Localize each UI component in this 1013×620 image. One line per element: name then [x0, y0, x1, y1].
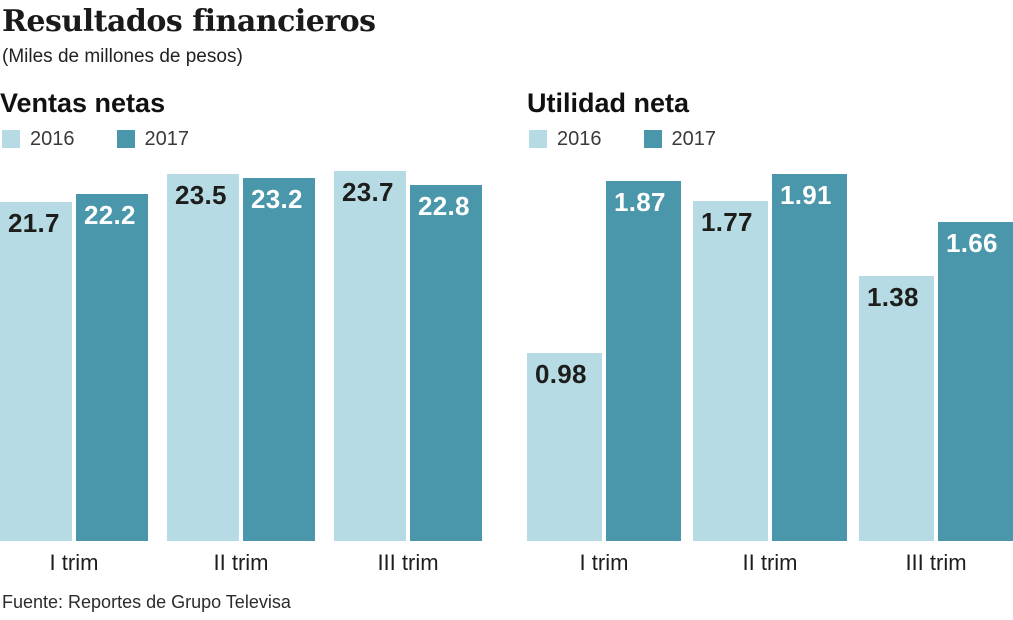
bar-value-label: 22.8	[418, 191, 470, 221]
chart-title-ventas-netas: Ventas netas	[0, 88, 166, 118]
bars: 1.38 1.66	[859, 166, 1013, 541]
legend-item-2016: 2016	[2, 128, 75, 151]
header: Resultados financieros (Miles de millone…	[0, 0, 1013, 69]
bar-2016-ii-trim: 23.5	[167, 174, 239, 541]
category-label: I trim	[579, 550, 629, 575]
chart-utilidad-neta: Utilidad neta 2016 2017 0.98 1.87 I trim 1.…	[527, 87, 1013, 576]
charts-row: Ventas netas 2016 2017 21.7 22.2 I trim 23.…	[0, 87, 1013, 576]
legend-swatch-2017	[116, 130, 135, 148]
legend-label-2017: 2017	[144, 127, 190, 150]
bar-value-label: 1.87	[614, 187, 666, 217]
legend-item-2017: 2017	[643, 127, 717, 151]
bar-2016-iii-trim: 1.38	[859, 276, 934, 541]
legend-label-2016: 2016	[30, 127, 75, 150]
legend-item-2017: 2017	[116, 127, 190, 151]
category-label: III trim	[905, 550, 967, 575]
legend: 2016 2017	[529, 128, 1013, 150]
bar-2016-iii-trim: 23.7	[334, 171, 406, 541]
category-label: II trim	[742, 550, 798, 575]
bar-value-label: 23.2	[251, 184, 303, 214]
bar-2017-iii-trim: 1.66	[938, 222, 1013, 541]
bar-2016-i-trim: 0.98	[527, 353, 602, 541]
bar-value-label: 1.77	[701, 207, 753, 237]
legend-swatch-2017	[643, 130, 662, 148]
bar-group-iii-trim: 23.7 22.8 III trim	[334, 166, 482, 576]
bar-value-label: 22.2	[84, 200, 136, 230]
bar-group-i-trim: 0.98 1.87 I trim	[527, 166, 681, 576]
bar-2017-i-trim: 1.87	[606, 181, 681, 541]
bars: 1.77 1.91	[693, 166, 847, 541]
bar-2017-ii-trim: 23.2	[243, 178, 315, 541]
bars: 21.7 22.2	[0, 166, 148, 541]
bar-group-iii-trim: 1.38 1.66 III trim	[859, 166, 1013, 576]
bar-2016-ii-trim: 1.77	[693, 201, 768, 541]
bar-value-label: 23.7	[342, 177, 394, 207]
legend-swatch-2016	[529, 130, 547, 148]
bar-group-ii-trim: 1.77 1.91 II trim	[693, 166, 847, 576]
chart-ventas-netas: Ventas netas 2016 2017 21.7 22.2 I trim 23.…	[0, 87, 482, 576]
chart-title-utilidad-neta: Utilidad neta	[527, 88, 690, 118]
bar-2017-i-trim: 22.2	[76, 194, 148, 541]
page-title: Resultados financieros	[2, 4, 376, 39]
plot-ventas-netas: 21.7 22.2 I trim 23.5 23.2 II trim 23.7 22.8 III…	[0, 166, 482, 576]
bar-value-label: 1.91	[780, 180, 832, 210]
bar-value-label: 0.98	[535, 359, 587, 389]
legend-label-2016: 2016	[557, 127, 602, 150]
bar-group-ii-trim: 23.5 23.2 II trim	[167, 166, 315, 576]
category-label: II trim	[213, 550, 269, 575]
category-label: III trim	[377, 550, 439, 575]
bars: 23.5 23.2	[167, 166, 315, 541]
legend-label-2017: 2017	[671, 127, 717, 150]
bar-2017-iii-trim: 22.8	[410, 185, 482, 541]
bars: 0.98 1.87	[527, 166, 681, 541]
page-subtitle: (Miles de millones de pesos)	[2, 46, 243, 67]
bar-value-label: 23.5	[175, 180, 227, 210]
legend: 2016 2017	[2, 128, 482, 150]
source-note: Fuente: Reportes de Grupo Televisa	[2, 592, 291, 612]
legend-swatch-2016	[2, 130, 20, 148]
bar-value-label: 1.38	[867, 282, 919, 312]
bar-group-i-trim: 21.7 22.2 I trim	[0, 166, 148, 576]
plot-utilidad-neta: 0.98 1.87 I trim 1.77 1.91 II trim 1.38 1.66 III…	[527, 166, 1013, 576]
bar-value-label: 1.66	[946, 228, 998, 258]
bars: 23.7 22.8	[334, 166, 482, 541]
bar-value-label: 21.7	[8, 208, 60, 238]
category-label: I trim	[49, 550, 99, 575]
legend-item-2016: 2016	[529, 128, 602, 151]
bar-2017-ii-trim: 1.91	[772, 174, 847, 541]
bar-2016-i-trim: 21.7	[0, 202, 72, 541]
